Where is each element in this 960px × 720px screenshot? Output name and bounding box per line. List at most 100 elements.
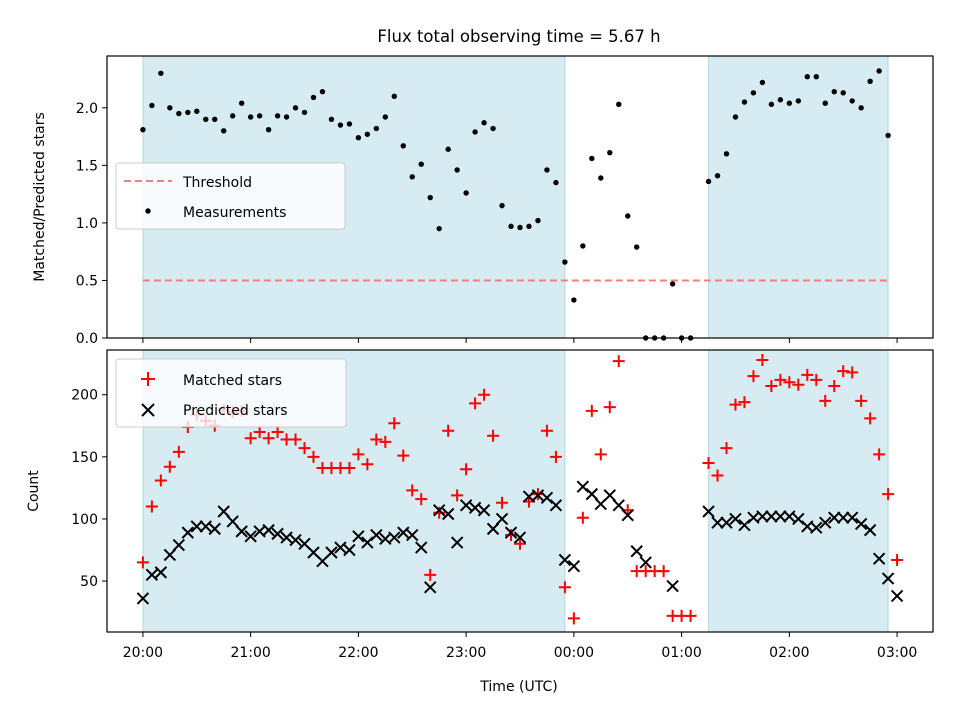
y-tick-label: 0.0	[76, 331, 98, 347]
measurement-point	[149, 102, 155, 109]
predicted-star-point	[558, 553, 572, 567]
shaded-interval-1	[708, 349, 889, 633]
x-tick-label: 20:00	[123, 645, 163, 661]
measurement-point	[445, 146, 451, 152]
matched-star-point	[594, 448, 607, 461]
predicted-star-point	[819, 516, 832, 529]
predicted-star-point	[549, 499, 563, 512]
measurement-point	[346, 121, 353, 127]
x-tick-label: 22:00	[338, 645, 378, 661]
predicted-star-point	[208, 522, 221, 536]
y-tick-label: 2.0	[76, 101, 98, 117]
predicted-star-point	[459, 499, 473, 512]
measurement-point	[795, 98, 802, 104]
matched-star-point	[442, 424, 455, 437]
predicted-star-point	[450, 536, 464, 549]
matched-star-point	[567, 612, 580, 625]
measurement-point	[571, 297, 577, 303]
measurement-point	[589, 155, 595, 162]
predicted-star-point	[441, 507, 455, 521]
measurement-point	[723, 151, 730, 157]
measurement-point	[867, 78, 873, 85]
measurement-point	[822, 100, 828, 106]
matched-star-point	[415, 493, 428, 506]
predicted-star-point	[729, 512, 742, 526]
measurement-point	[176, 110, 182, 117]
predicted-star-point	[495, 512, 509, 526]
x-tick-label: 01:00	[661, 645, 701, 661]
predicted-star-point	[621, 509, 634, 522]
matched-star-point	[711, 469, 724, 482]
matched-star-point	[792, 378, 805, 391]
measurement-point	[526, 223, 532, 230]
x-tick-label: 23:00	[446, 645, 486, 661]
predicted-star-point	[792, 512, 805, 526]
predicted-star-point	[639, 556, 652, 569]
predicted-star-point	[163, 548, 177, 562]
panel-counts: 50 100 150 200 20:00 21:00 22:00 23:00 00:00 01:…	[26, 349, 934, 695]
matched-star-point	[307, 450, 320, 463]
measurement-point	[562, 259, 568, 265]
predicted-points	[136, 480, 904, 605]
predicted-star-point	[810, 521, 823, 534]
measurement-point	[292, 105, 299, 111]
measurement-points	[140, 68, 891, 341]
predicted-star-point	[477, 504, 491, 517]
predicted-star-point	[756, 510, 769, 523]
measurement-point	[463, 190, 469, 196]
matched-star-point	[298, 442, 311, 455]
predicted-star-point	[361, 536, 374, 549]
predicted-star-point	[513, 531, 527, 544]
predicted-star-point	[145, 568, 159, 582]
matched-star-point	[460, 463, 473, 476]
legend-box	[115, 162, 346, 230]
measurement-point	[669, 281, 676, 287]
matched-star-point	[585, 404, 598, 417]
measurement-point	[786, 100, 793, 106]
measurement-point	[418, 161, 424, 167]
matched-star-point	[720, 442, 733, 455]
measurement-point	[355, 135, 362, 141]
predicted-star-point	[432, 504, 446, 517]
measurement-point	[634, 244, 640, 250]
matched-star-point	[612, 355, 625, 368]
matched-star-point	[154, 474, 167, 487]
measurement-point	[337, 122, 344, 128]
predicted-star-point	[235, 525, 248, 538]
measurement-point	[517, 224, 523, 231]
measurement-point	[454, 167, 460, 173]
measurement-point	[580, 243, 586, 249]
predicted-star-point	[325, 546, 338, 559]
predicted-star-point	[486, 522, 500, 536]
predicted-star-point	[881, 572, 895, 585]
measurement-point	[409, 174, 415, 180]
measurement-point	[544, 167, 550, 173]
matched-star-point	[244, 432, 257, 445]
matched-star-point	[846, 366, 859, 379]
x-tick-label: 03:00	[877, 645, 917, 661]
matched-star-point	[289, 433, 302, 446]
matched-star-point	[801, 368, 814, 381]
predicted-star-point	[567, 559, 581, 573]
matched-star-point	[684, 609, 697, 622]
legend-threshold-label: Threshold	[182, 175, 252, 191]
predicted-star-point	[181, 526, 195, 539]
predicted-star-point	[226, 515, 239, 528]
matched-star-point	[469, 397, 482, 410]
predicted-star-point	[280, 531, 293, 544]
measurement-point	[750, 90, 757, 96]
measurement-point	[705, 178, 712, 185]
predicted-star-point	[872, 552, 886, 565]
matched-star-point	[873, 448, 886, 461]
matched-star-point	[603, 401, 616, 414]
predicted-star-point	[468, 501, 482, 514]
predicted-star-point	[738, 518, 751, 532]
measurement-point	[364, 131, 371, 137]
matched-star-point	[828, 380, 841, 393]
predicted-star-point	[666, 579, 679, 593]
matched-star-point	[540, 424, 553, 437]
measurement-point	[858, 105, 864, 111]
predicted-star-point	[217, 505, 230, 518]
matched-star-point	[558, 581, 571, 594]
